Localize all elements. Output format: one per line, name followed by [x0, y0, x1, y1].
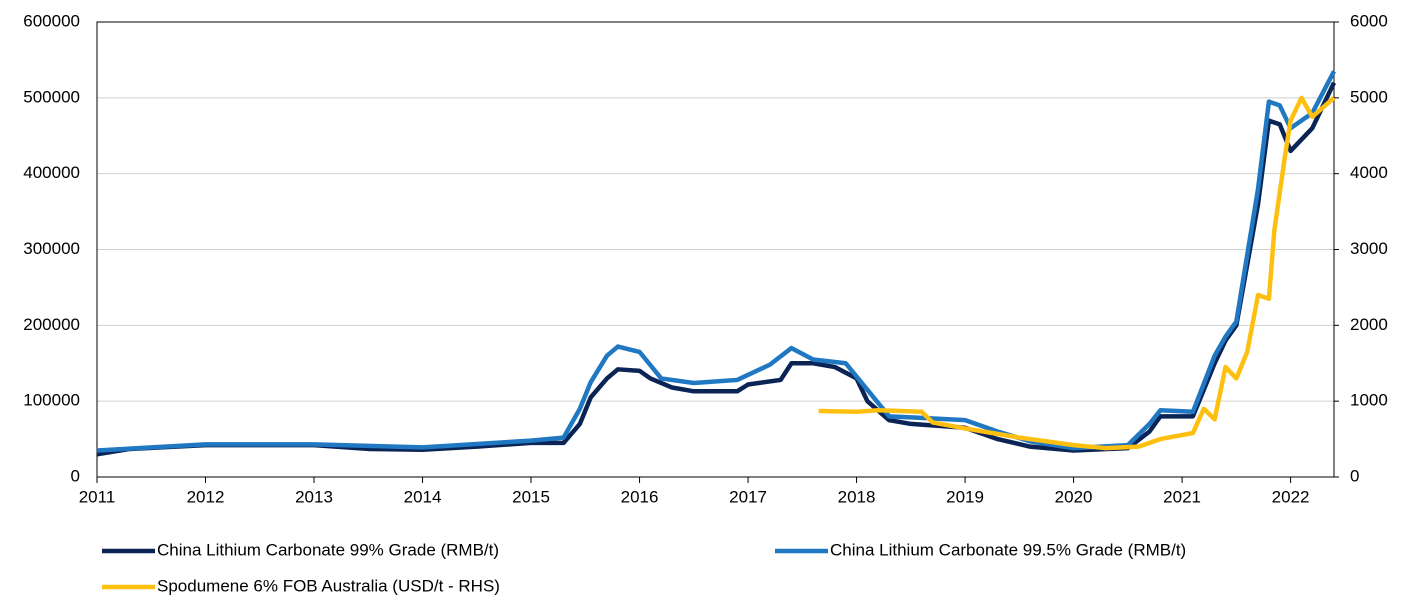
y-tick-label: 400000 — [23, 163, 80, 182]
y-tick-label: 200000 — [23, 315, 80, 334]
x-tick-label: 2018 — [838, 487, 876, 506]
legend-label: Spodumene 6% FOB Australia (USD/t - RHS) — [157, 576, 500, 595]
legend-label: China Lithium Carbonate 99.5% Grade (RMB… — [830, 540, 1186, 559]
plot-frame — [96, 21, 1335, 478]
x-tick-label: 2011 — [79, 487, 116, 506]
series-line — [818, 95, 1336, 451]
x-tick-label: 2017 — [729, 487, 767, 506]
y2-tick-label: 3000 — [1350, 239, 1388, 258]
y-tick-label: 100000 — [23, 391, 80, 410]
y-tick-label: 300000 — [23, 239, 80, 258]
x-tick-label: 2020 — [1055, 487, 1093, 506]
x-tick-label: 2022 — [1272, 487, 1310, 506]
series-line — [96, 70, 1336, 453]
y-tick-label: 500000 — [23, 87, 80, 106]
y2-tick-label: 6000 — [1350, 11, 1388, 30]
x-tick-label: 2014 — [404, 487, 442, 506]
y2-tick-label: 1000 — [1350, 391, 1388, 410]
x-tick-label: 2016 — [621, 487, 659, 506]
series-line — [96, 81, 1337, 457]
x-tick-label: 2019 — [946, 487, 984, 506]
y2-tick-label: 2000 — [1350, 315, 1388, 334]
y-tick-label: 0 — [71, 466, 80, 485]
y-tick-label: 600000 — [23, 11, 80, 30]
x-tick-label: 2021 — [1163, 487, 1201, 506]
y2-tick-label: 4000 — [1350, 163, 1388, 182]
legend-label: China Lithium Carbonate 99% Grade (RMB/t… — [157, 540, 499, 559]
y2-tick-label: 0 — [1350, 466, 1359, 485]
x-tick-label: 2015 — [512, 487, 550, 506]
y2-tick-label: 5000 — [1350, 87, 1388, 106]
x-tick-label: 2013 — [295, 487, 333, 506]
x-tick-label: 2012 — [187, 487, 225, 506]
